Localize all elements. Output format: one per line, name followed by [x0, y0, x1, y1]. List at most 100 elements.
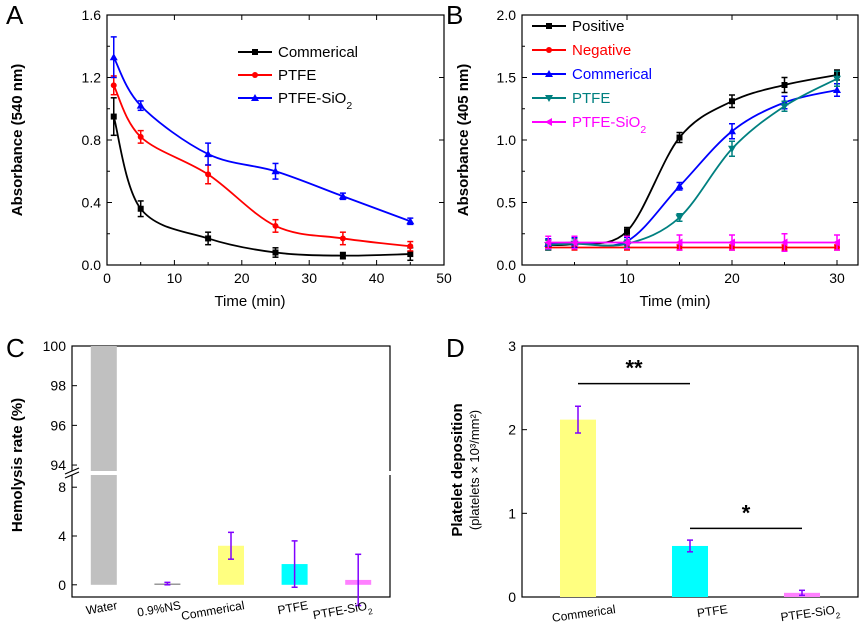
data-point	[339, 252, 346, 259]
x-category-label: PTFE	[276, 598, 309, 617]
data-point	[624, 228, 630, 235]
y-tick-label: 0.4	[82, 195, 102, 211]
data-point	[407, 251, 414, 258]
x-tick-label: 20	[234, 270, 250, 286]
legend-label: PTFE-SiO2	[278, 90, 352, 112]
bar	[672, 545, 708, 597]
panel-b: B Absorbance (405 nm) Time (min) 0 10 20 30…	[446, 0, 859, 310]
series-commerical	[110, 97, 414, 262]
x-tick-label: 0	[518, 270, 526, 286]
data-point	[205, 235, 212, 242]
series-ptfe	[110, 75, 414, 252]
y-tick-label: 100	[43, 338, 67, 354]
data-point	[780, 103, 789, 111]
data-point	[728, 145, 736, 153]
x-category-label: 0.9%NS	[136, 598, 182, 619]
data-point	[676, 134, 683, 141]
legend-marker	[252, 49, 258, 55]
panel-b-label: B	[446, 0, 463, 30]
y-tick-label: 94	[50, 457, 66, 473]
data-point	[781, 82, 788, 88]
y-tick-label: 96	[50, 417, 66, 433]
data-point	[339, 235, 346, 242]
data-point	[137, 205, 144, 212]
y-tick-label: 1.0	[497, 132, 517, 148]
data-point	[204, 150, 213, 158]
series-line	[112, 116, 411, 257]
data-point	[728, 127, 736, 135]
data-point	[110, 82, 117, 89]
x-category-label: PTFE-SiO2	[780, 602, 842, 628]
data-point	[272, 249, 279, 256]
x-category-label: Commerical	[551, 602, 616, 625]
y-tick-label: 1.5	[497, 70, 517, 86]
data-point	[729, 98, 735, 105]
axis-break-mark	[64, 471, 80, 479]
x-category-label: PTFE	[696, 602, 728, 620]
y-tick-label: 0.0	[82, 257, 102, 273]
x-tick-label: 10	[619, 270, 635, 286]
x-tick-label: 30	[829, 270, 845, 286]
y-tick-label: 0.0	[497, 257, 517, 273]
data-point	[110, 113, 117, 120]
significance-marker: **	[625, 356, 643, 381]
y-tick-label: 1.2	[82, 70, 102, 86]
data-point	[137, 133, 144, 140]
data-point	[833, 238, 840, 247]
data-point	[570, 238, 578, 247]
legend-label: PTFE	[572, 90, 610, 107]
panel-c-label: C	[6, 333, 25, 363]
legend-marker	[545, 118, 552, 126]
x-tick-label: 0	[103, 270, 111, 286]
panel-b-ylabel: Absorbance (405 nm)	[455, 64, 472, 217]
data-point	[675, 238, 683, 247]
y-tick-label: 0.8	[82, 132, 102, 148]
y-tick-label: 8	[58, 479, 66, 495]
y-tick-label: 3	[508, 338, 516, 354]
panel-d-ylabel: Platelet deposition	[449, 403, 466, 536]
legend-label: Negative	[572, 42, 631, 59]
data-point	[833, 86, 841, 93]
panel-a-xlabel: Time (min)	[214, 293, 285, 310]
y-tick-label: 4	[58, 528, 66, 544]
y-tick-label: 2.0	[497, 7, 517, 23]
series-line	[112, 56, 411, 223]
y-tick-label: 0.5	[497, 195, 517, 211]
y-tick-label: 1.6	[82, 7, 102, 23]
axis-break-mark	[64, 467, 80, 475]
data-point	[623, 238, 630, 247]
y-tick-label: 0	[58, 577, 66, 593]
legend-label: PTFE	[278, 67, 316, 84]
data-point	[136, 101, 145, 109]
panel-d: D Platelet deposition (platelets × 10³/m…	[446, 333, 859, 628]
data-point	[271, 167, 280, 175]
y-tick-label: 2	[508, 422, 516, 438]
bar	[90, 346, 117, 585]
panel-b-xlabel: Time (min)	[639, 293, 710, 310]
legend-label: Commerical	[278, 44, 358, 61]
data-point	[728, 238, 735, 247]
data-point	[675, 182, 684, 190]
data-point	[833, 75, 841, 83]
legend-marker	[546, 47, 552, 53]
data-point	[675, 214, 684, 222]
panel-a-ylabel: Absorbance (540 nm)	[9, 64, 26, 217]
data-point	[406, 217, 415, 225]
x-tick-label: 10	[167, 270, 183, 286]
legend-label: Positive	[572, 18, 625, 35]
axis-break-gap	[64, 471, 392, 475]
x-tick-label: 40	[369, 270, 385, 286]
x-category-label: Water	[85, 598, 119, 617]
x-category-label: Commerical	[180, 598, 245, 623]
legend-marker	[545, 70, 553, 77]
legend-marker	[252, 72, 258, 78]
data-point	[407, 243, 414, 250]
panel-a-label: A	[6, 0, 24, 30]
series-ptfe-sio-	[544, 233, 840, 252]
legend-label: PTFE-SiO2	[572, 114, 646, 136]
panel-d-label: D	[446, 333, 465, 363]
panel-a: A Absorbance (540 nm) Time (min) 0 10 20 30…	[6, 0, 452, 310]
x-tick-label: 20	[724, 270, 740, 286]
y-tick-label: 98	[50, 378, 66, 394]
